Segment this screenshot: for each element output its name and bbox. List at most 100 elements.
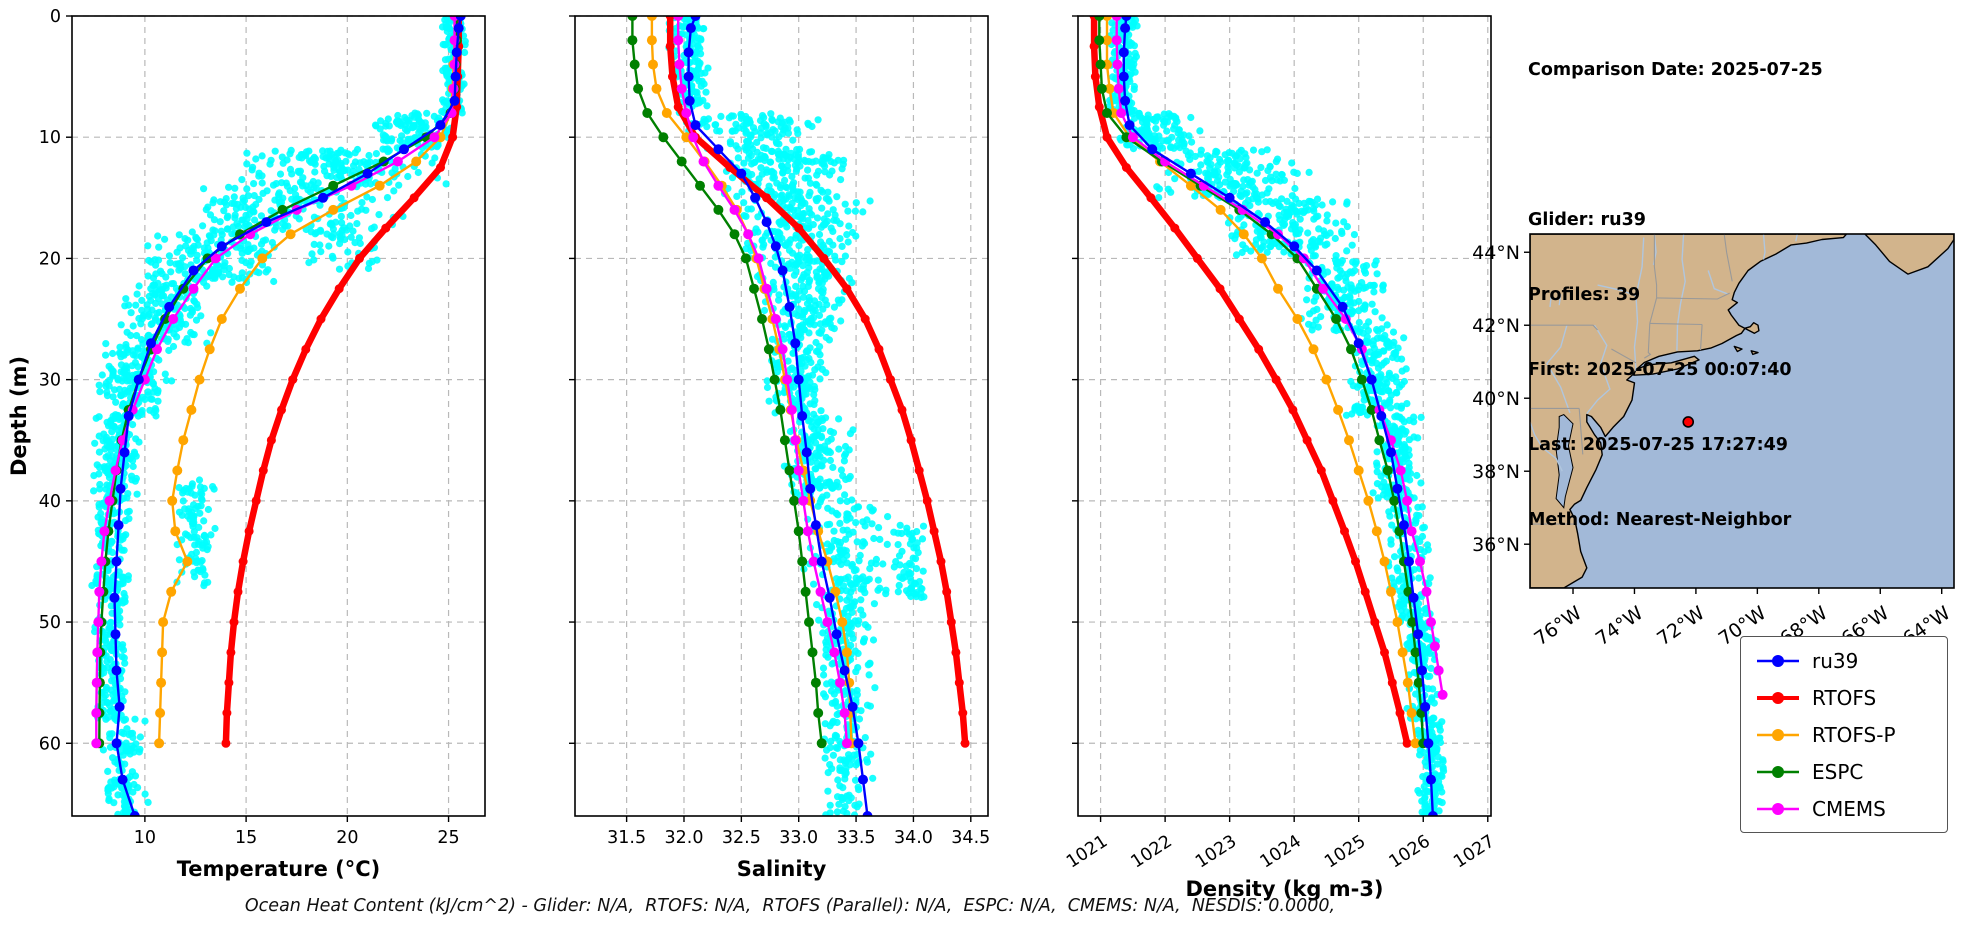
series-ESPC [627,16,827,749]
xtick-label: 1025 [1321,831,1369,872]
ylabel-depth: Depth (m) [7,356,31,476]
river [1558,294,1562,306]
panel-density: 1021 1022 1023 1024 1025 1026 1027 Density (kg … [1063,15,1498,901]
xtick-label: 1027 [1450,831,1498,872]
legend-item-RTOFS-P: RTOFS-P [1755,719,1933,750]
panel-salinity: 31.5 32.0 32.5 33.0 33.5 34.0 34.5 Salinity [569,15,990,881]
plot-border [1077,15,1492,817]
xlabel-salinity: Salinity [737,857,827,881]
xtick-label: 31.5 [607,828,646,848]
xlabel-density: Density (kg m-3) [1185,877,1383,901]
axis-tick-labels: 10 15 20 25 0 10 20 30 40 50 60 [39,7,460,848]
legend-box: ru39 RTOFS RTOFS-P ESPC CMEMS [1740,636,1948,833]
xtick-label: 34.0 [894,828,933,848]
river [1762,234,1766,260]
state-border [1723,234,1733,282]
series-ru39 [683,16,873,816]
map-ticks [1524,251,1943,594]
legend-marker-ru39 [1757,654,1799,667]
axis-ticks [569,15,972,822]
ohc-caption: Ocean Heat Content (kJ/cm^2) - Glider: N… [244,896,1336,916]
map-border [1529,233,1955,589]
river [1597,284,1637,297]
state-border [1578,408,1584,455]
legend-marker-RTOFS-P [1757,728,1799,741]
plot-border [574,15,989,817]
lat-tick-label: 42°N [1472,315,1520,337]
river [1795,234,1798,242]
legend-item-ru39: ru39 [1755,645,1933,676]
ytick-label: 60 [39,734,61,754]
plot-border [71,15,486,817]
legend-label: RTOFS-P [1812,722,1896,747]
xtick-label: 10 [134,828,156,848]
lat-tick-label: 40°N [1472,388,1520,410]
lon-tick-label: 74°W [1592,602,1648,650]
legend-label: RTOFS [1812,685,1877,710]
info-method: Method: Nearest-Neighbor [1528,510,1792,530]
river [1546,325,1571,414]
xtick-label: 1024 [1257,831,1305,872]
info-profiles: Profiles: 39 [1528,285,1641,305]
legend-marker-RTOFS [1757,691,1799,704]
river [1549,292,1553,308]
info-blank [1528,133,1823,158]
axis-ticks [66,15,450,822]
legend-item-ESPC: ESPC [1755,756,1933,787]
xtick-label: 15 [235,828,257,848]
ytick-label: 50 [39,613,61,633]
legend-label: ESPC [1812,759,1864,784]
land-polygon [1733,345,1743,353]
river [1707,270,1729,295]
ytick-label: 10 [39,128,61,148]
xtick-label: 32.5 [722,828,761,848]
xtick-label: 1021 [1063,831,1111,872]
xlabel-temperature: Temperature (°C) [177,857,380,881]
legend-marker-ESPC [1757,765,1799,778]
state-border [1699,324,1703,351]
ytick-label: 40 [39,492,61,512]
land-polygon [1750,350,1759,356]
state-border [1653,234,1658,298]
legend-item-RTOFS: RTOFS [1755,682,1933,713]
legend-label: CMEMS [1812,796,1886,821]
comparison-info: Comparison Date: 2025-07-25 Glider: ru39… [1528,8,1823,583]
state-border [1649,322,1703,326]
ytick-label: 0 [50,7,61,27]
legend-item-CMEMS: CMEMS [1755,793,1933,824]
info-glider: Glider: ru39 [1528,210,1646,230]
legend-label: ru39 [1812,648,1859,673]
ytick-label: 30 [39,371,61,391]
lat-tick-label: 38°N [1472,461,1520,483]
lon-tick-label: 72°W [1653,602,1709,650]
panel-temperature: 10 15 20 25 0 10 20 30 40 50 60 Temperature (°C) Dep… [7,7,486,881]
xtick-label: 25 [437,828,459,848]
xtick-label: 32.0 [665,828,704,848]
bay-water [1555,414,1574,509]
info-comparison-date: Comparison Date: 2025-07-25 [1528,60,1823,80]
xtick-label: 1026 [1386,831,1434,872]
axis-tick-labels: 1021 1022 1023 1024 1025 1026 1027 [1063,831,1498,872]
map-features [1530,234,1954,588]
series-RTOFS [221,16,464,748]
series-RTOFS [1089,16,1412,748]
series-ru39 [1118,16,1438,816]
river [1633,237,1645,371]
land-polygon [1530,234,1848,588]
xtick-label: 1023 [1192,831,1240,872]
land-polygon [1864,234,1954,275]
state-border [1530,324,1598,331]
river [1586,324,1611,415]
state-border [1656,292,1730,300]
legend-marker-CMEMS [1757,802,1799,815]
xtick-label: 1022 [1128,831,1176,872]
xtick-label: 20 [336,828,358,848]
xtick-label: 33.5 [837,828,876,848]
xtick-label: 34.5 [951,828,990,848]
info-last: Last: 2025-07-25 17:27:49 [1528,435,1788,455]
land-polygon [1633,355,1700,376]
axis-tick-labels: 31.5 32.0 32.5 33.0 33.5 34.0 34.5 [607,828,990,848]
river [1530,421,1563,472]
